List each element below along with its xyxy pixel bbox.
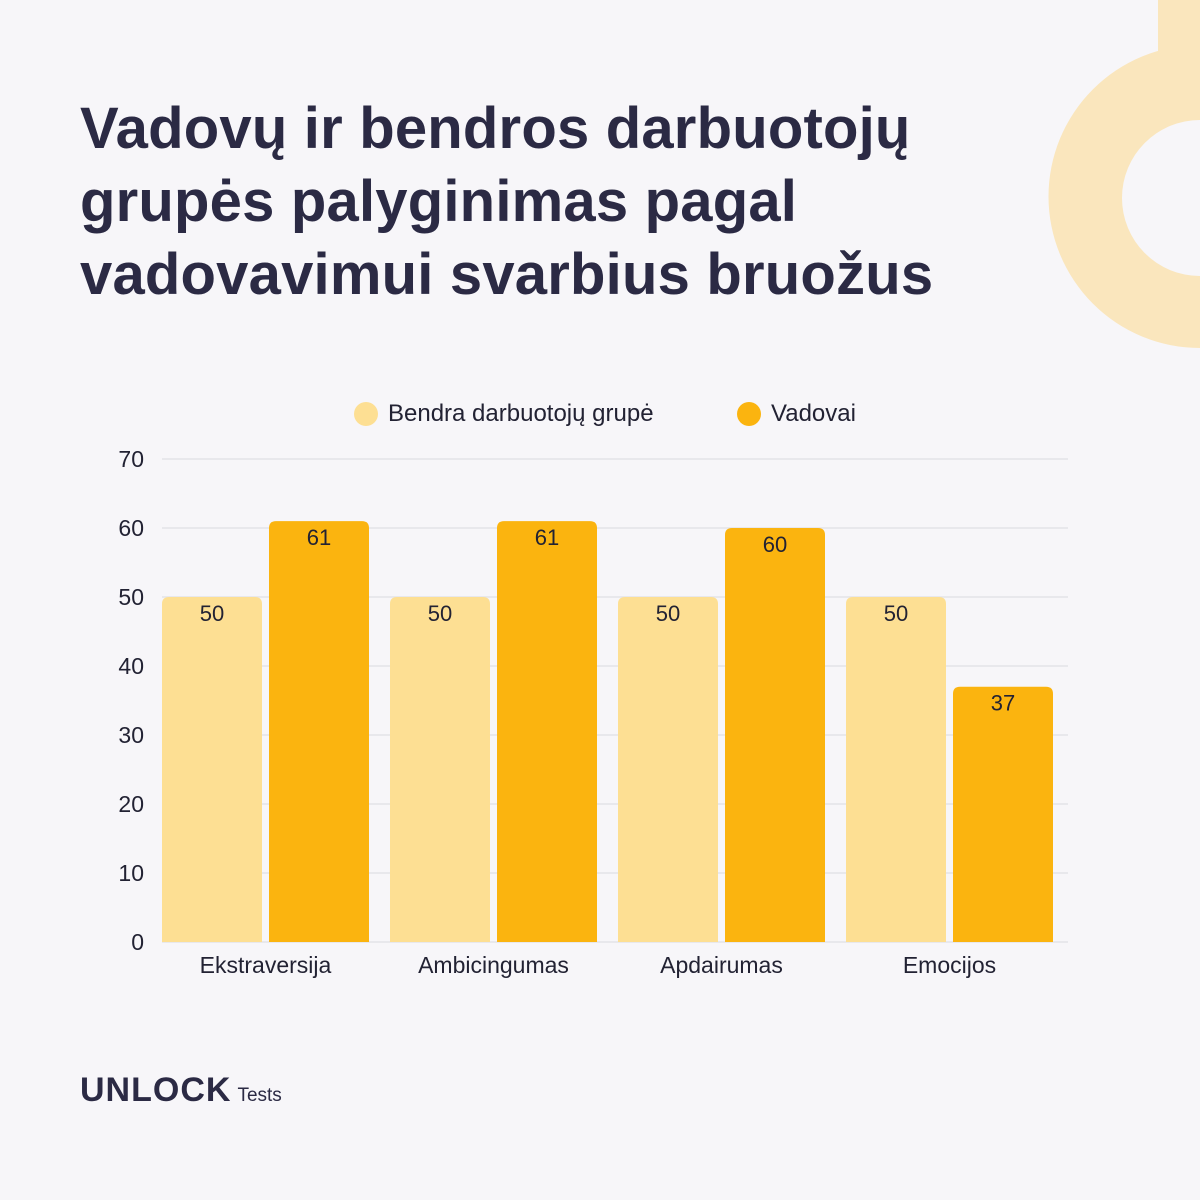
bar-general: [846, 597, 946, 942]
bar-general: [162, 597, 262, 942]
y-tick-label: 50: [118, 584, 144, 610]
legend-dot-leaders-icon: [737, 402, 761, 426]
data-label: 61: [535, 525, 559, 550]
y-tick-label: 20: [118, 791, 144, 817]
data-label: 61: [307, 525, 331, 550]
page-title: Vadovų ir bendros darbuotojų grupės paly…: [80, 92, 1040, 311]
bar-general: [390, 597, 490, 942]
bar-leaders: [269, 521, 369, 942]
bar-leaders: [953, 686, 1053, 942]
bar-general: [618, 597, 718, 942]
x-tick-label: Apdairumas: [660, 952, 783, 978]
data-label: 60: [763, 532, 787, 557]
bar-leaders: [497, 521, 597, 942]
x-tick-label: Ambicingumas: [418, 952, 569, 978]
data-label: 50: [200, 601, 224, 626]
legend-label-leaders: Vadovai: [771, 400, 856, 427]
y-tick-label: 0: [131, 929, 144, 955]
y-tick-label: 40: [118, 653, 144, 679]
title-line-1: Vadovų ir bendros darbuotojų: [80, 96, 911, 161]
brand-name: UNLOCK: [80, 1071, 232, 1109]
data-label: 50: [656, 601, 680, 626]
title-line-3: vadovavimui svarbius bruožus: [80, 242, 934, 307]
y-tick-label: 30: [118, 722, 144, 748]
title-line-2: grupės palyginimas pagal: [80, 169, 798, 234]
legend-label-general: Bendra darbuotojų grupė: [388, 400, 654, 427]
y-tick-label: 10: [118, 860, 144, 886]
data-label: 37: [991, 691, 1015, 716]
chart-legend: Bendra darbuotojų grupė Vadovai: [0, 396, 1200, 436]
data-label: 50: [428, 601, 452, 626]
bar-leaders: [725, 528, 825, 942]
brand-logo: UNLOCK Tests: [80, 1060, 282, 1110]
x-tick-label: Ekstraversija: [200, 952, 332, 978]
x-tick-label: Emocijos: [903, 952, 996, 978]
y-tick-label: 60: [118, 515, 144, 541]
brand-suffix: Tests: [237, 1085, 282, 1106]
legend-item-general: Bendra darbuotojų grupė: [354, 396, 654, 432]
legend-dot-general-icon: [354, 402, 378, 426]
data-label: 50: [884, 601, 908, 626]
y-tick-label: 70: [118, 446, 144, 472]
legend-item-leaders: Vadovai: [737, 396, 856, 432]
